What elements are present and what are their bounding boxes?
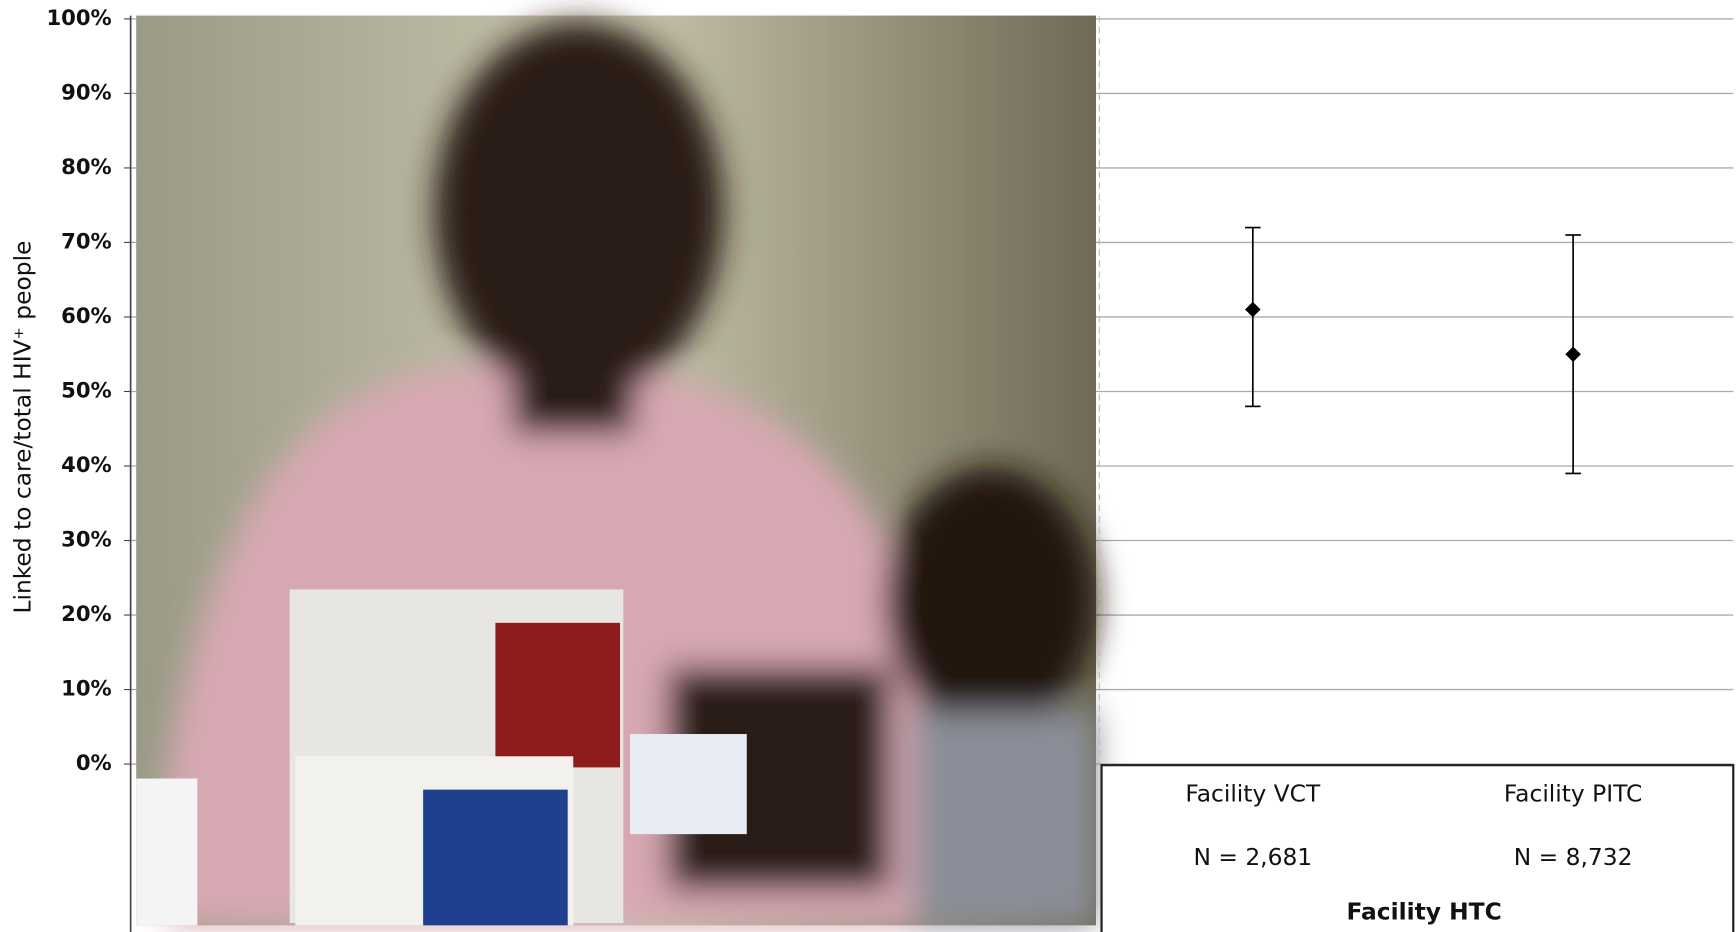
point <box>1245 301 1261 318</box>
sample-size: N = 8,732 <box>1514 843 1633 871</box>
y-tick-label: 100% <box>46 5 111 30</box>
x-axis-title: Facility HTC <box>1346 898 1501 926</box>
y-tick-label: 0% <box>76 750 112 775</box>
y-axis-title: Linked to care/total HIV⁺ people <box>8 241 36 614</box>
y-tick-label: 10% <box>61 676 112 701</box>
y-tick-label: 90% <box>61 79 112 104</box>
photo <box>136 15 1096 926</box>
y-tick-label: 30% <box>61 527 112 552</box>
y-tick-label: 60% <box>61 303 112 328</box>
sample-size: N = 2,681 <box>1193 843 1312 871</box>
y-tick-label: 80% <box>61 154 112 179</box>
y-tick-label: 50% <box>61 377 112 402</box>
y-tick-label: 40% <box>61 452 112 477</box>
category-table <box>1100 764 1735 932</box>
y-tick-label: 20% <box>61 601 112 626</box>
y-tick-label: 70% <box>61 228 112 253</box>
point <box>1565 346 1581 363</box>
x-tick-label: Facility PITC <box>1504 780 1642 808</box>
x-tick-label: Facility VCT <box>1185 780 1321 808</box>
